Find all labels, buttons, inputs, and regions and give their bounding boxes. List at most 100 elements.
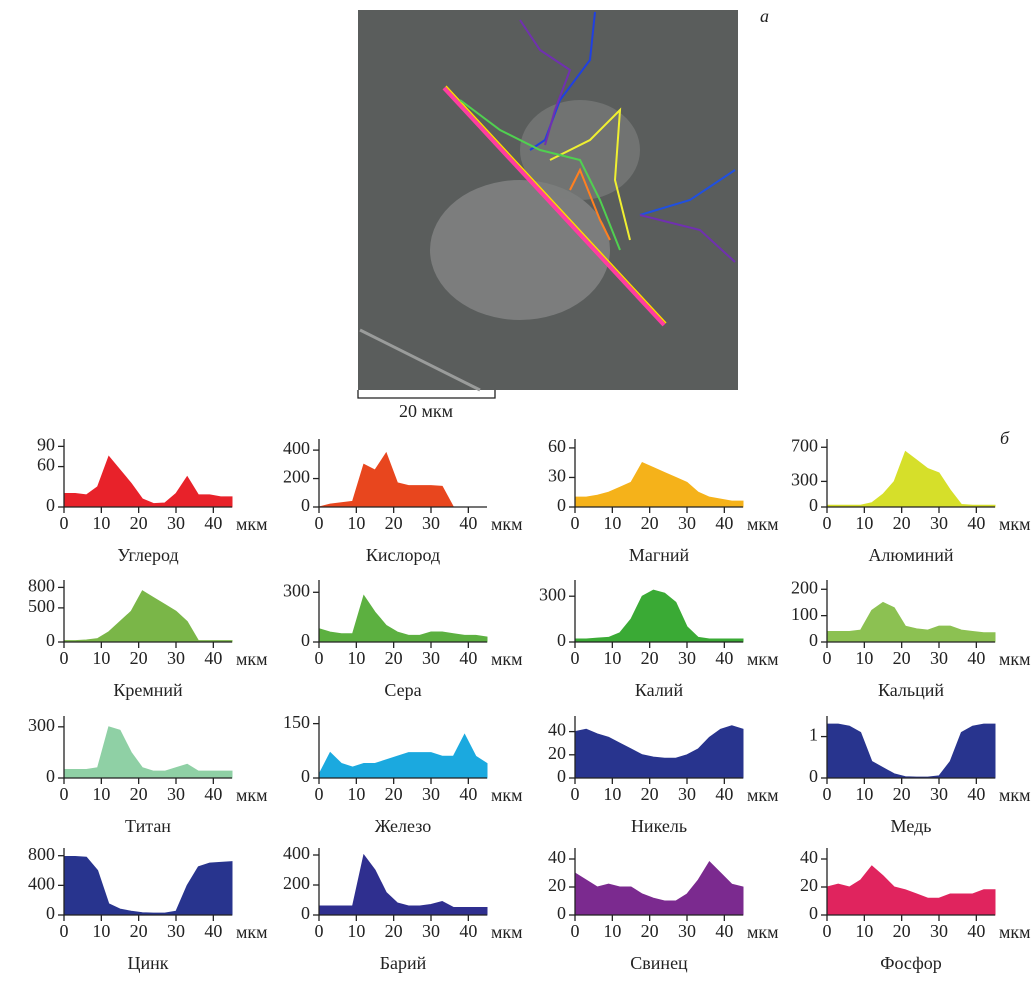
area [318,733,488,779]
x-tick-label: 40 [967,921,985,941]
y-tick-label: 40 [800,847,818,867]
x-tick-label: 0 [60,648,69,668]
y-tick-label: 800 [28,576,55,596]
x-tick-label: 30 [167,513,185,533]
x-axis-label: мкм [236,922,268,942]
y-tick-label: 400 [283,438,310,458]
x-tick-label: 30 [930,921,948,941]
scale-label: 20 мкм [399,401,453,421]
y-tick-label: 200 [791,577,818,597]
x-axis-label: мкм [747,514,779,534]
x-tick-label: 40 [715,648,733,668]
chart-title: Цинк [127,953,168,973]
x-tick-label: 40 [459,784,477,804]
x-tick-label: 30 [930,784,948,804]
profile-trace [519,19,572,146]
y-tick-label: 300 [28,715,55,735]
x-tick-label: 20 [130,921,148,941]
y-tick-label: 60 [548,436,566,456]
x-tick-label: 20 [130,648,148,668]
x-tick-label: 30 [678,648,696,668]
chart-title: Сера [384,680,421,700]
x-tick-label: 0 [60,921,69,941]
x-tick-label: 20 [641,513,659,533]
chart-title: Алюминий [868,545,953,565]
image-label: а [760,6,769,26]
area [318,451,487,508]
area [574,860,744,916]
chart-title: Фосфор [880,953,942,973]
y-tick-label: 60 [37,455,55,475]
x-tick-label: 20 [641,648,659,668]
x-tick-label: 10 [603,921,621,941]
chart-title: Медь [891,816,932,836]
area [63,590,233,643]
y-tick-label: 0 [809,766,818,786]
x-tick-label: 20 [130,513,148,533]
x-axis-label: мкм [999,922,1031,942]
area [574,589,744,643]
x-tick-label: 40 [204,784,222,804]
x-tick-label: 20 [641,784,659,804]
x-tick-label: 20 [130,784,148,804]
x-tick-label: 30 [167,921,185,941]
x-tick-label: 40 [967,513,985,533]
area [826,723,996,779]
y-tick-label: 0 [809,903,818,923]
y-tick-label: 300 [539,584,566,604]
area [574,462,744,508]
x-tick-label: 10 [855,513,873,533]
y-tick-label: 0 [809,630,818,650]
x-tick-label: 0 [823,921,832,941]
x-tick-label: 20 [385,921,403,941]
x-tick-label: 30 [678,784,696,804]
x-tick-label: 40 [204,513,222,533]
x-tick-label: 10 [347,648,365,668]
x-tick-label: 10 [603,513,621,533]
y-tick-label: 20 [800,875,818,895]
panel-label: б [1000,428,1010,448]
area [826,601,996,643]
y-tick-label: 0 [557,766,566,786]
x-tick-label: 10 [855,784,873,804]
x-tick-label: 30 [678,513,696,533]
x-axis-label: мкм [747,922,779,942]
x-tick-label: 40 [459,513,477,533]
scratch [359,328,481,392]
y-tick-label: 0 [557,495,566,515]
y-tick-label: 20 [548,743,566,763]
x-tick-label: 0 [571,921,580,941]
profile-trace [549,107,631,241]
y-tick-label: 0 [301,903,310,923]
x-axis-label: мкм [999,649,1031,669]
area [63,455,233,508]
x-tick-label: 30 [422,784,440,804]
x-tick-label: 20 [893,648,911,668]
x-tick-label: 0 [315,784,324,804]
y-tick-label: 400 [28,873,55,893]
scale-bar [357,390,496,399]
y-tick-label: 300 [791,470,818,490]
x-tick-label: 40 [715,513,733,533]
x-tick-label: 20 [893,513,911,533]
x-tick-label: 10 [603,648,621,668]
y-tick-label: 0 [46,766,55,786]
chart-title: Кремний [113,680,183,700]
x-tick-label: 0 [315,513,324,533]
x-tick-label: 40 [715,921,733,941]
x-axis-label: мкм [747,649,779,669]
x-tick-label: 0 [315,648,324,668]
x-axis-label: мкм [999,514,1031,534]
y-tick-label: 0 [301,630,310,650]
x-axis-label: мкм [491,922,523,942]
y-tick-label: 90 [37,434,55,454]
chart-title: Титан [125,816,171,836]
y-tick-label: 0 [46,630,55,650]
y-tick-label: 40 [548,720,566,740]
chart-title: Кальций [878,680,944,700]
x-tick-label: 40 [204,921,222,941]
x-tick-label: 30 [930,648,948,668]
x-axis-label: мкм [747,785,779,805]
y-tick-label: 700 [791,435,818,455]
y-tick-label: 150 [283,712,310,732]
